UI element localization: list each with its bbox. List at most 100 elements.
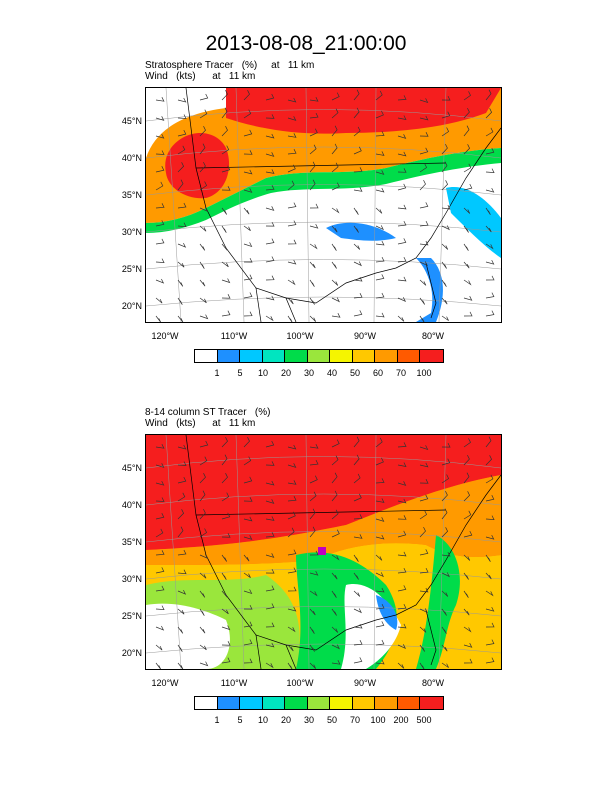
panel1-colorbar-label: 40 <box>326 368 337 378</box>
wind-barb <box>331 529 340 538</box>
colorbar-swatch <box>195 350 218 362</box>
colorbar-swatch <box>397 697 420 709</box>
panel2-magenta-marker <box>318 547 326 555</box>
wind-barb <box>265 603 275 610</box>
wind-barb <box>309 526 316 538</box>
wind-barb <box>287 662 293 669</box>
wind-barb <box>375 621 385 628</box>
wind-barb <box>177 202 187 209</box>
wind-barb <box>463 438 471 448</box>
wind-barb <box>441 458 451 466</box>
panel2-tracer-white-west <box>146 603 230 669</box>
wind-barb <box>177 315 184 322</box>
wind-barb <box>309 459 319 466</box>
wind-barb <box>485 590 494 597</box>
wind-barb <box>199 508 206 520</box>
wind-barb <box>463 643 473 648</box>
panel1-lat-label: 45°N <box>121 116 142 126</box>
wind-barb <box>243 129 253 137</box>
wind-barb <box>375 457 384 466</box>
wind-barb <box>353 243 361 250</box>
wind-barb <box>397 315 405 322</box>
wind-barb <box>397 115 407 120</box>
colorbar-swatch <box>330 697 353 709</box>
wind-barb <box>397 603 407 610</box>
wind-barb <box>419 147 429 155</box>
wind-barb <box>485 622 495 628</box>
wind-barb <box>221 225 227 233</box>
wind-barb <box>353 293 363 299</box>
wind-barb <box>309 161 316 173</box>
wind-barb <box>177 97 187 103</box>
wind-barb <box>463 572 469 580</box>
wind-barb <box>375 498 385 503</box>
wind-barb <box>397 662 405 669</box>
wind-barb <box>463 279 472 286</box>
wind-barb <box>397 551 407 557</box>
wind-barb <box>441 297 448 305</box>
wind-barb <box>243 639 253 646</box>
wind-barb <box>397 168 407 173</box>
panel1-tracer-patch-se <box>446 187 501 258</box>
wind-barb <box>177 626 184 634</box>
wind-barb <box>485 495 495 502</box>
wind-barb <box>419 115 429 121</box>
wind-barb <box>243 311 253 317</box>
wind-barb <box>309 203 319 209</box>
wind-barb <box>441 527 449 538</box>
wind-barb <box>221 590 228 598</box>
wind-barb <box>397 238 407 245</box>
wind-barb <box>353 146 362 155</box>
wind-barb <box>463 243 469 251</box>
wind-barb <box>441 279 447 287</box>
wind-barb <box>485 657 495 664</box>
wind-barb <box>199 554 209 559</box>
wind-barb <box>353 473 361 484</box>
wind-barb <box>265 532 275 538</box>
wind-barb <box>309 626 315 634</box>
wind-barb <box>331 225 338 233</box>
wind-barb <box>397 530 407 538</box>
panel1-tracer-core-west <box>165 133 230 199</box>
wind-barb <box>221 243 228 251</box>
panel2-lat-label: 35°N <box>121 537 142 547</box>
panel2-lat-label: 40°N <box>121 500 142 510</box>
wind-barb <box>221 454 228 466</box>
wind-barb <box>199 93 209 101</box>
wind-barb <box>177 261 185 268</box>
wind-barb <box>419 462 429 468</box>
wind-barb <box>199 161 206 173</box>
wind-barb <box>199 243 206 251</box>
wind-barb <box>265 295 275 301</box>
wind-barb <box>177 526 184 538</box>
wind-barb <box>287 97 297 103</box>
panel1-wind-label: Wind (kts) at 11 km <box>145 71 256 82</box>
wind-barb <box>221 625 231 631</box>
wind-barb <box>463 510 472 520</box>
wind-barb <box>177 129 187 137</box>
colorbar-swatch <box>420 350 443 362</box>
wind-barb <box>243 535 253 540</box>
wind-barb <box>331 243 337 251</box>
wind-barb <box>375 90 383 101</box>
wind-barb <box>155 203 165 209</box>
wind-barb <box>441 490 448 502</box>
colorbar-swatch <box>217 350 240 362</box>
panel1-lon-label: 80°W <box>421 331 445 341</box>
wind-barb <box>353 310 363 317</box>
wind-barb <box>287 496 297 502</box>
wind-barb <box>243 109 252 119</box>
wind-barb <box>353 436 360 448</box>
panel2-colorbar-label: 200 <box>393 715 409 725</box>
wind-barb <box>419 644 426 652</box>
wind-barb <box>397 297 407 303</box>
wind-barb <box>309 570 319 576</box>
wind-barb <box>441 111 451 119</box>
wind-barb <box>463 658 473 664</box>
wind-barb <box>375 312 385 318</box>
wind-barb <box>177 492 186 502</box>
panel1-map <box>145 87 502 323</box>
wind-barb <box>309 144 317 155</box>
panel1-wind-barbs <box>155 89 495 322</box>
wind-barb <box>419 240 429 246</box>
